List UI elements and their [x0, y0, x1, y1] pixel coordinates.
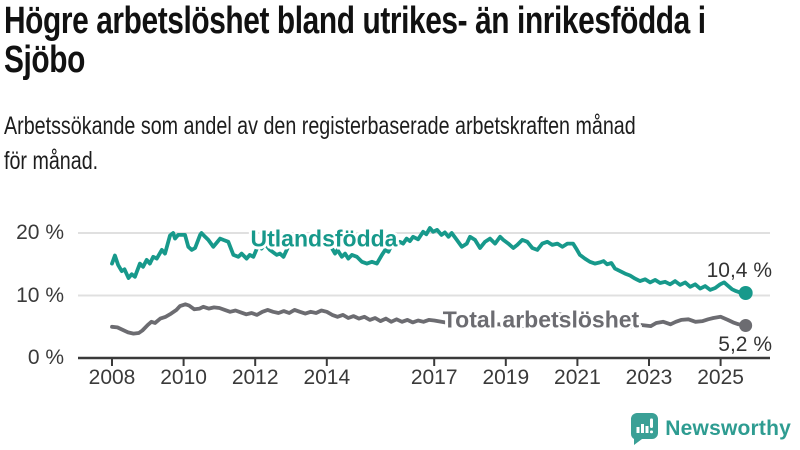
page-title-line2: Sjöbo: [4, 39, 85, 81]
series-label-utlandsfodda: Utlandsfödda: [250, 225, 398, 252]
x-tick-label: 2017: [410, 366, 458, 389]
x-tick-label: 2025: [697, 366, 744, 389]
x-tick-label: 2023: [625, 366, 673, 389]
chart-subtitle: Arbetssökande som andel av den registerb…: [4, 109, 800, 179]
series-end-dot-utlandsfodda: [738, 286, 753, 300]
x-tick-label: 2012: [231, 366, 279, 389]
x-tick-label: 2008: [88, 366, 136, 389]
series-line-total: [110, 302, 748, 336]
x-tick-label: 2021: [554, 366, 601, 389]
series-label-total-arbetsloshet: Total arbetslöshet: [442, 306, 640, 333]
y-tick-label: 10 %: [16, 283, 64, 307]
series-line-utlandsfodda: [110, 226, 748, 295]
y-tick-label: 0 %: [27, 346, 64, 369]
page-title-line1: Högre arbetslöshet bland utrikes- än inr…: [4, 0, 706, 42]
series-end-dot-total: [739, 319, 753, 332]
x-tick-label: 2019: [482, 366, 530, 389]
chart-subtitle-line1: Arbetssökande som andel av den registerb…: [4, 112, 636, 140]
page-title: Högre arbetslöshet bland utrikes- än inr…: [4, 2, 800, 80]
newsworthy-logo[interactable]: Newsworthy: [631, 413, 791, 445]
x-tick-label: 2010: [160, 366, 207, 389]
newsworthy-bubble-chart-icon: [631, 413, 659, 445]
x-tick-label: 2014: [303, 366, 351, 389]
chart-subtitle-line2: för månad.: [4, 147, 99, 175]
end-value-label-total: 5,2 %: [718, 333, 772, 356]
newsworthy-logo-text: Newsworthy: [665, 417, 791, 440]
y-tick-label: 20 %: [16, 221, 64, 244]
end-value-label-utlandsfodda: 10,4 %: [706, 259, 772, 282]
